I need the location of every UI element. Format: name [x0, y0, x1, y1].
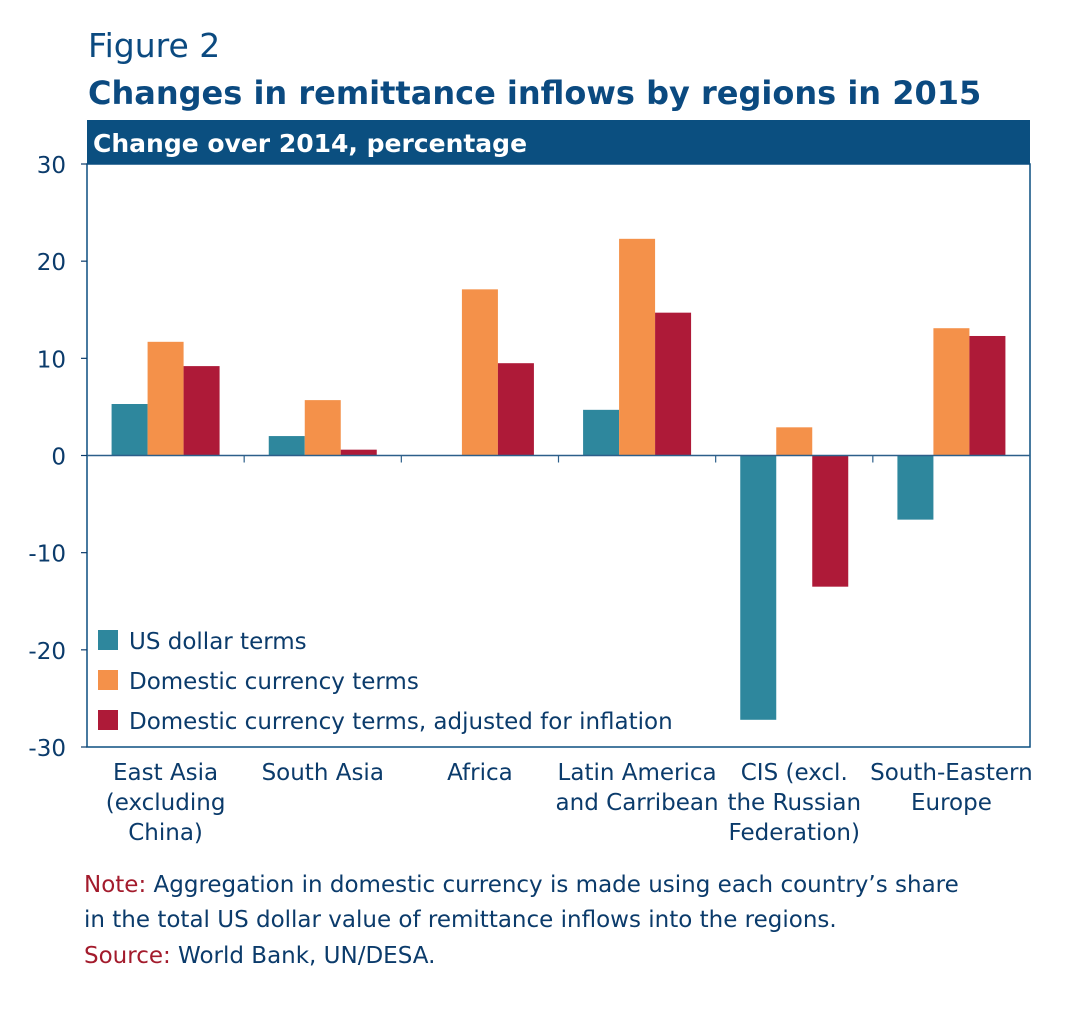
y-tick-label: -20 [28, 639, 66, 665]
category-label: South Asia [262, 760, 384, 786]
legend-swatch [98, 710, 118, 730]
chart-header-band [87, 120, 1030, 164]
legend-swatch [98, 670, 118, 690]
chart: Change over 2014, percentage 30 20 10 0 -10 -2… [28, 120, 1033, 846]
bar [969, 335, 1006, 456]
category-label: CIS (excl. [741, 760, 848, 786]
legend-swatch [98, 630, 118, 650]
chart-subtitle: Change over 2014, percentage [93, 129, 527, 158]
bar [812, 455, 849, 587]
category-label: South-Eastern [870, 760, 1033, 786]
source: Source: World Bank, UN/DESA. [84, 943, 435, 969]
legend-label: Domestic currency terms, adjusted for in… [129, 709, 673, 735]
bar [776, 427, 813, 456]
bar [183, 366, 220, 456]
y-tick-label: 10 [37, 347, 66, 373]
category-label: and Carribean [556, 790, 719, 816]
figure-title: Changes in remittance inflows by regions… [88, 74, 982, 112]
legend-label: US dollar terms [129, 629, 307, 655]
source-label: Source: [84, 943, 171, 969]
category-label: Latin America [558, 760, 717, 786]
y-tick-label: -10 [28, 542, 66, 568]
figure-label: Figure 2 [88, 26, 221, 65]
bar [655, 312, 692, 456]
bar [147, 341, 184, 456]
bar [619, 238, 656, 456]
bar [897, 455, 934, 520]
bar [740, 455, 777, 720]
source-text: World Bank, UN/DESA. [170, 943, 436, 969]
y-tick-label: 30 [37, 153, 66, 179]
bar [583, 409, 620, 456]
category-label: East Asia [113, 760, 218, 786]
bar-chart-svg: Change over 2014, percentage 30 20 10 0 -10 -2… [28, 120, 1033, 846]
bar [461, 289, 498, 456]
note-text-line2: in the total US dollar value of remittan… [84, 907, 837, 933]
bar [111, 404, 148, 456]
category-label: (excluding [106, 790, 226, 816]
category-label: China) [128, 820, 203, 846]
bar [497, 363, 534, 456]
y-tick-label: -30 [28, 736, 66, 762]
note: Note: Aggregation in domestic currency i… [84, 872, 959, 898]
legend-label: Domestic currency terms [129, 669, 419, 695]
note-line2: in the total US dollar value of remittan… [84, 907, 837, 933]
bar [933, 328, 970, 456]
bar [340, 449, 377, 456]
note-label: Note: [84, 872, 147, 898]
bar [304, 400, 341, 456]
category-label: Africa [447, 760, 513, 786]
category-label: Federation) [729, 820, 860, 846]
category-label: Europe [911, 790, 992, 816]
category-label: the Russian [727, 790, 861, 816]
note-text-line1: Aggregation in domestic currency is made… [146, 872, 959, 898]
y-tick-label: 20 [37, 250, 66, 276]
y-tick-label: 0 [51, 445, 66, 471]
bar [268, 436, 305, 456]
